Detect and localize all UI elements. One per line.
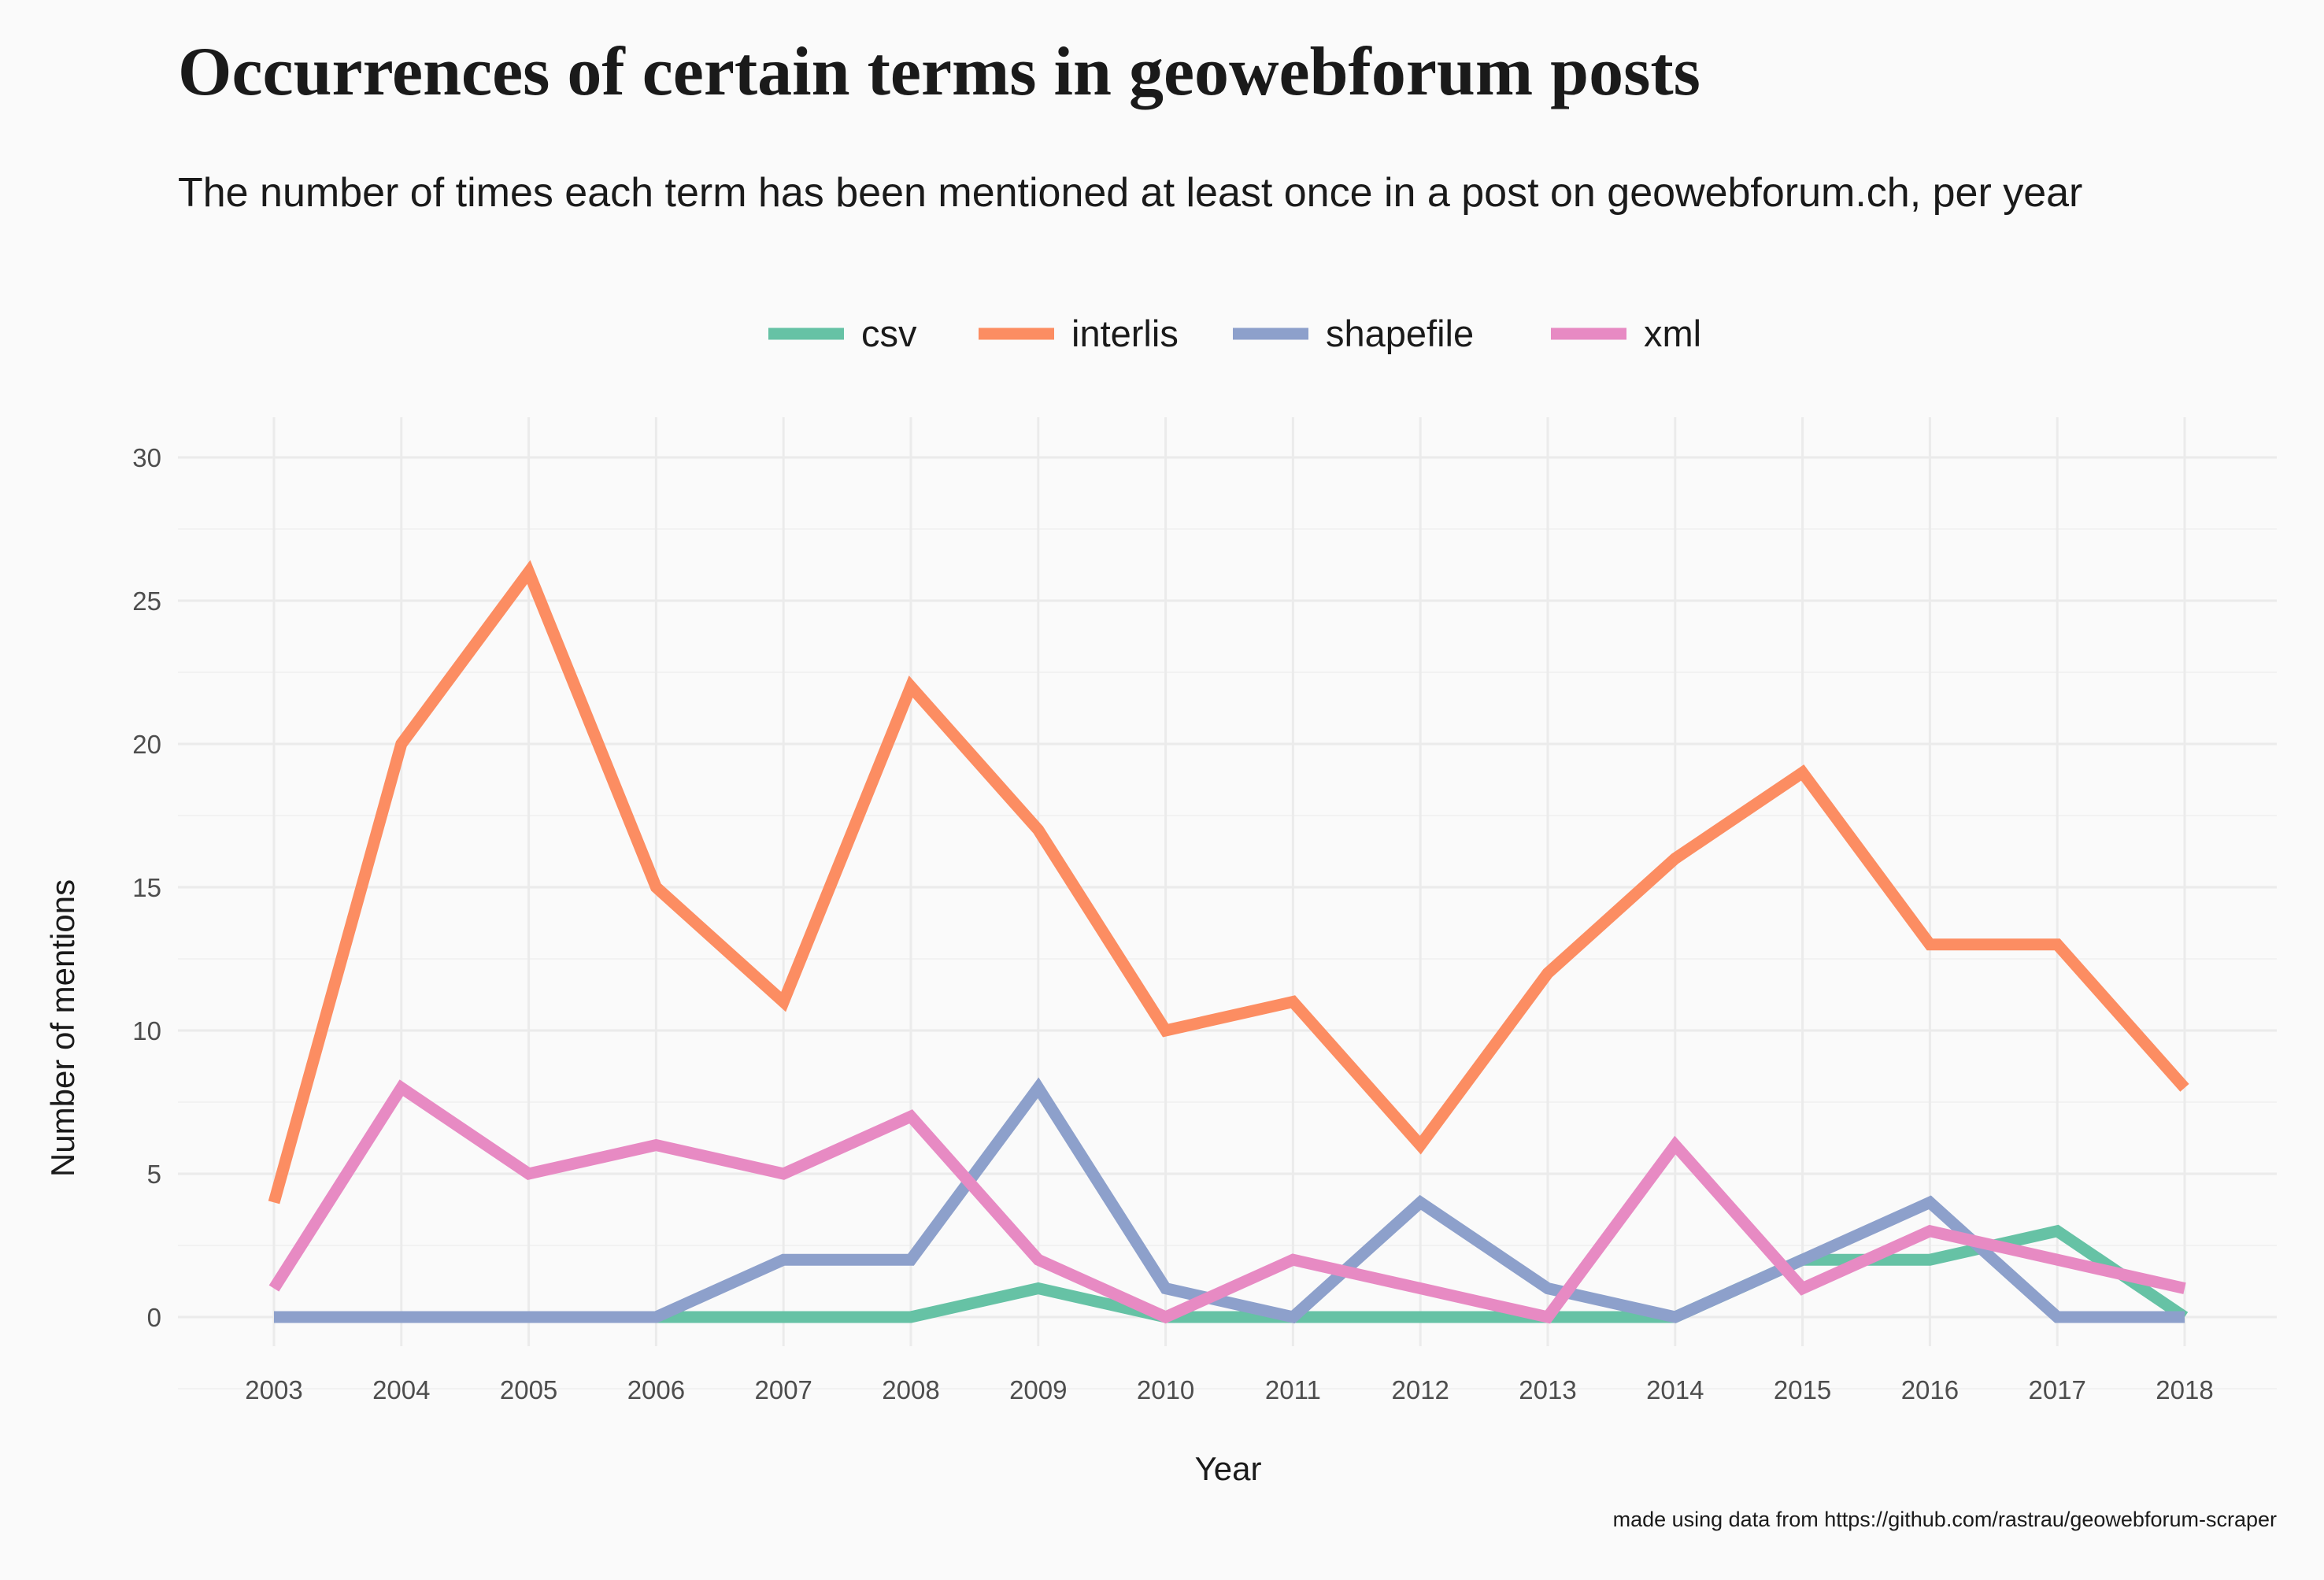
series-line-interlis [268, 560, 2189, 1204]
y-axis-tick-labels: 0 5 10 15 20 25 30 [132, 443, 161, 1332]
series-lines [268, 560, 2189, 1324]
major-gridlines [178, 417, 2277, 1346]
legend-label-shapefile: shapefile [1326, 313, 1474, 354]
y-axis-title: Number of mentions [44, 879, 81, 1177]
y-tick-label: 20 [132, 730, 161, 759]
x-tick-label: 2007 [754, 1375, 812, 1404]
x-tick-label: 2016 [1901, 1375, 1959, 1404]
y-tick-label: 25 [132, 586, 161, 616]
y-tick-label: 0 [147, 1303, 161, 1332]
x-tick-label: 2018 [2156, 1375, 2213, 1404]
chart-subtitle: The number of times each term has been m… [178, 170, 2082, 216]
x-tick-label: 2015 [1774, 1375, 1831, 1404]
x-tick-label: 2005 [500, 1375, 557, 1404]
legend: csv interlis shapefile xml [768, 313, 1701, 354]
x-tick-label: 2006 [627, 1375, 685, 1404]
x-tick-label: 2013 [1519, 1375, 1576, 1404]
y-tick-label: 30 [132, 443, 161, 472]
legend-label-xml: xml [1644, 313, 1701, 354]
x-tick-label: 2008 [882, 1375, 939, 1404]
x-tick-label: 2017 [2028, 1375, 2085, 1404]
series-line-xml [268, 1079, 2186, 1324]
x-tick-label: 2003 [245, 1375, 302, 1404]
x-tick-label: 2010 [1137, 1375, 1194, 1404]
series-line-shapefile [274, 1077, 2185, 1324]
x-tick-label: 2011 [1265, 1375, 1321, 1404]
y-tick-label: 10 [132, 1016, 161, 1045]
x-tick-label: 2014 [1646, 1375, 1704, 1404]
y-tick-label: 15 [132, 873, 161, 902]
legend-label-csv: csv [861, 313, 917, 354]
x-tick-label: 2004 [372, 1375, 430, 1404]
x-axis-tick-labels: 2003 2004 2005 2006 2007 2008 2009 2010 2011 2012… [245, 1375, 2213, 1404]
y-tick-label: 5 [147, 1160, 161, 1189]
x-tick-label: 2009 [1009, 1375, 1067, 1404]
x-axis-title: Year [1195, 1450, 1262, 1487]
chart-caption: made using data from https://github.com/… [1613, 1508, 2277, 1531]
chart-title: Occurrences of certain terms in geowebfo… [178, 34, 1700, 110]
legend-label-interlis: interlis [1071, 313, 1179, 354]
x-tick-label: 2012 [1391, 1375, 1449, 1404]
